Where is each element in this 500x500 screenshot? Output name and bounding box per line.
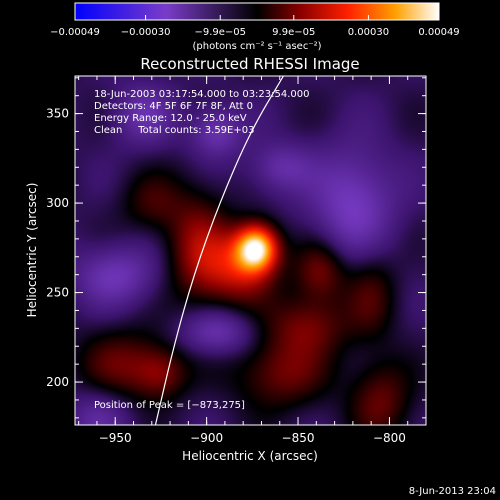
y-tick-label: 250	[46, 286, 69, 300]
colorbar	[74, 2, 440, 21]
colorbar-tick-label: −0.00049	[50, 27, 100, 38]
colorbar-tick-label: 0.00049	[418, 27, 459, 38]
y-tick-label: 350	[46, 107, 69, 121]
annotation-time-range: 18-Jun-2003 03:17:54.000 to 03:23:54.000	[94, 89, 310, 100]
y-tick-label: 200	[46, 375, 69, 389]
annotation-detectors: Detectors: 4F 5F 6F 7F 8F, Att 0	[94, 101, 253, 112]
x-tick-label: −900	[190, 431, 223, 445]
footer-timestamp: 8-Jun-2013 23:04	[409, 486, 496, 497]
colorbar-tick-label: −9.9e−05	[194, 27, 246, 38]
annotation-peak-position: Position of Peak = [−873,275]	[94, 400, 245, 411]
annotation-energy-range: Energy Range: 12.0 - 25.0 keV	[94, 113, 247, 124]
x-tick-label: −850	[282, 431, 315, 445]
solar-limb-curve	[154, 76, 284, 425]
annotation-clean: Clean Total counts: 3.59E+03	[94, 125, 254, 136]
y-axis-label: Heliocentric Y (arcsec)	[25, 183, 39, 318]
colorbar-tick-label: 9.9e−05	[272, 27, 315, 38]
x-axis-label: Heliocentric X (arcsec)	[182, 449, 318, 463]
colorbar-tick-labels: −0.00049 −0.00030 −9.9e−05 9.9e−05 0.00030 0.…	[50, 27, 460, 38]
annotation-block: 18-Jun-2003 03:17:54.000 to 03:23:54.000…	[94, 89, 310, 136]
chart-title: Reconstructed RHESSI Image	[140, 55, 359, 73]
x-tick-label: −950	[99, 431, 132, 445]
x-tick-label: −800	[373, 431, 406, 445]
y-tick-labels: 200 250 300 350	[46, 107, 69, 389]
y-tick-label: 300	[46, 196, 69, 210]
colorbar-ticks	[74, 15, 440, 20]
colorbar-tick-label: −0.00030	[121, 27, 171, 38]
x-tick-labels: −950 −900 −850 −800	[99, 431, 406, 445]
colorbar-tick-label: 0.00030	[348, 27, 389, 38]
axis-ticks	[75, 76, 427, 425]
plot-frame	[74, 75, 427, 426]
colorbar-unit-label: (photons cm⁻² s⁻¹ asec⁻²)	[192, 41, 321, 52]
